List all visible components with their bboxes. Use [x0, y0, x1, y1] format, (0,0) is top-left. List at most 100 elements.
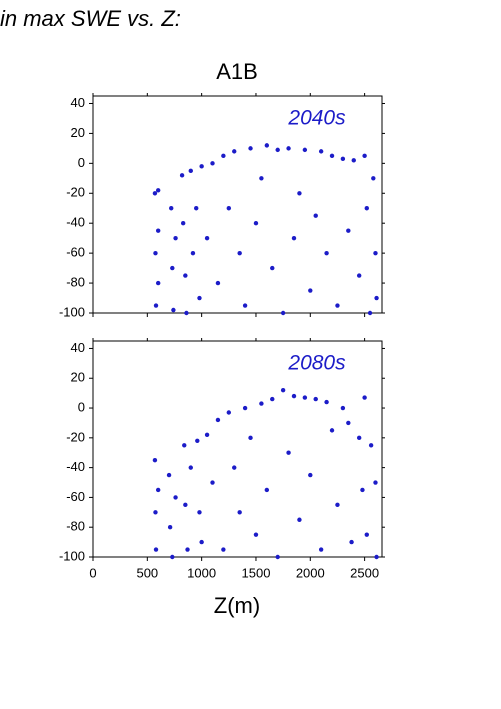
- point: [329, 428, 335, 433]
- point: [302, 395, 308, 400]
- point: [248, 435, 253, 441]
- point: [356, 435, 362, 441]
- point: [242, 303, 248, 308]
- point: [232, 465, 237, 470]
- point: [308, 472, 313, 478]
- point: [237, 510, 242, 515]
- page-heading: in max SWE vs. Z:: [0, 6, 181, 31]
- point: [374, 295, 379, 301]
- point: [313, 213, 318, 218]
- point: [364, 206, 369, 211]
- point: [190, 250, 196, 256]
- point: [340, 405, 346, 411]
- point: [195, 438, 200, 444]
- point: [335, 303, 340, 308]
- point: [194, 206, 199, 211]
- point: [374, 554, 379, 560]
- point: [259, 176, 264, 181]
- point: [210, 161, 215, 166]
- y-tick-label: 20: [71, 370, 85, 385]
- point: [170, 554, 175, 560]
- point: [183, 502, 188, 508]
- panel-annotation: 2080s: [287, 352, 346, 375]
- y-tick-label: -20: [66, 185, 85, 200]
- point: [364, 532, 369, 537]
- point: [199, 164, 204, 169]
- point: [248, 146, 253, 151]
- point: [215, 417, 221, 423]
- plot-frame: [92, 95, 383, 314]
- point: [183, 273, 188, 278]
- y-tick-label: -40: [66, 459, 85, 474]
- point: [335, 502, 340, 508]
- point: [253, 532, 259, 537]
- y-tick-label: 40: [71, 340, 85, 355]
- point: [264, 143, 270, 148]
- point: [210, 480, 215, 485]
- point: [313, 396, 318, 402]
- point: [180, 221, 186, 226]
- point: [351, 158, 356, 163]
- y-tick-label: -80: [66, 519, 85, 534]
- point: [204, 235, 210, 241]
- point: [179, 173, 185, 178]
- point: [153, 250, 158, 256]
- point: [197, 295, 202, 301]
- point: [155, 188, 161, 193]
- x-tick-label: 1500: [242, 565, 271, 580]
- y-tick-label: -60: [66, 245, 85, 260]
- y-tick-label: 0: [78, 399, 85, 414]
- point: [329, 153, 335, 159]
- point: [237, 250, 242, 256]
- point: [275, 147, 280, 153]
- y-tick-label: 0: [78, 155, 85, 170]
- point: [297, 191, 302, 196]
- point: [291, 235, 297, 241]
- point: [356, 273, 362, 278]
- point: [259, 401, 264, 406]
- panel-annotation: 2040s: [287, 107, 346, 130]
- point: [199, 539, 204, 545]
- point: [215, 280, 221, 286]
- x-tick-label: 0: [89, 565, 96, 580]
- y-tick-label: -80: [66, 275, 85, 290]
- point: [308, 288, 313, 293]
- point: [286, 146, 291, 151]
- point: [182, 443, 187, 448]
- point: [291, 393, 297, 399]
- plot-frame: [92, 340, 383, 558]
- point: [155, 228, 161, 233]
- point: [324, 250, 329, 256]
- point: [197, 510, 202, 515]
- point: [153, 547, 159, 552]
- point: [280, 310, 286, 316]
- point: [340, 156, 346, 162]
- point: [226, 410, 232, 415]
- point: [349, 539, 354, 545]
- point: [153, 510, 158, 515]
- x-tick-label: 500: [136, 565, 158, 580]
- point: [270, 396, 275, 402]
- point: [360, 487, 365, 493]
- point: [324, 399, 329, 405]
- point: [226, 206, 232, 211]
- point: [188, 465, 193, 470]
- point: [184, 310, 189, 316]
- point: [362, 153, 367, 159]
- y-tick-label: 20: [71, 125, 85, 140]
- point: [346, 228, 351, 233]
- point: [171, 307, 176, 313]
- point: [232, 149, 237, 154]
- point: [362, 395, 367, 400]
- point: [280, 387, 286, 393]
- point: [152, 457, 158, 463]
- point: [286, 450, 291, 455]
- point: [270, 265, 275, 271]
- point: [173, 235, 178, 241]
- y-tick-label: -100: [59, 548, 85, 563]
- point: [155, 487, 161, 493]
- point: [166, 472, 172, 478]
- point: [221, 547, 226, 552]
- x-tick-label: 2500: [350, 565, 379, 580]
